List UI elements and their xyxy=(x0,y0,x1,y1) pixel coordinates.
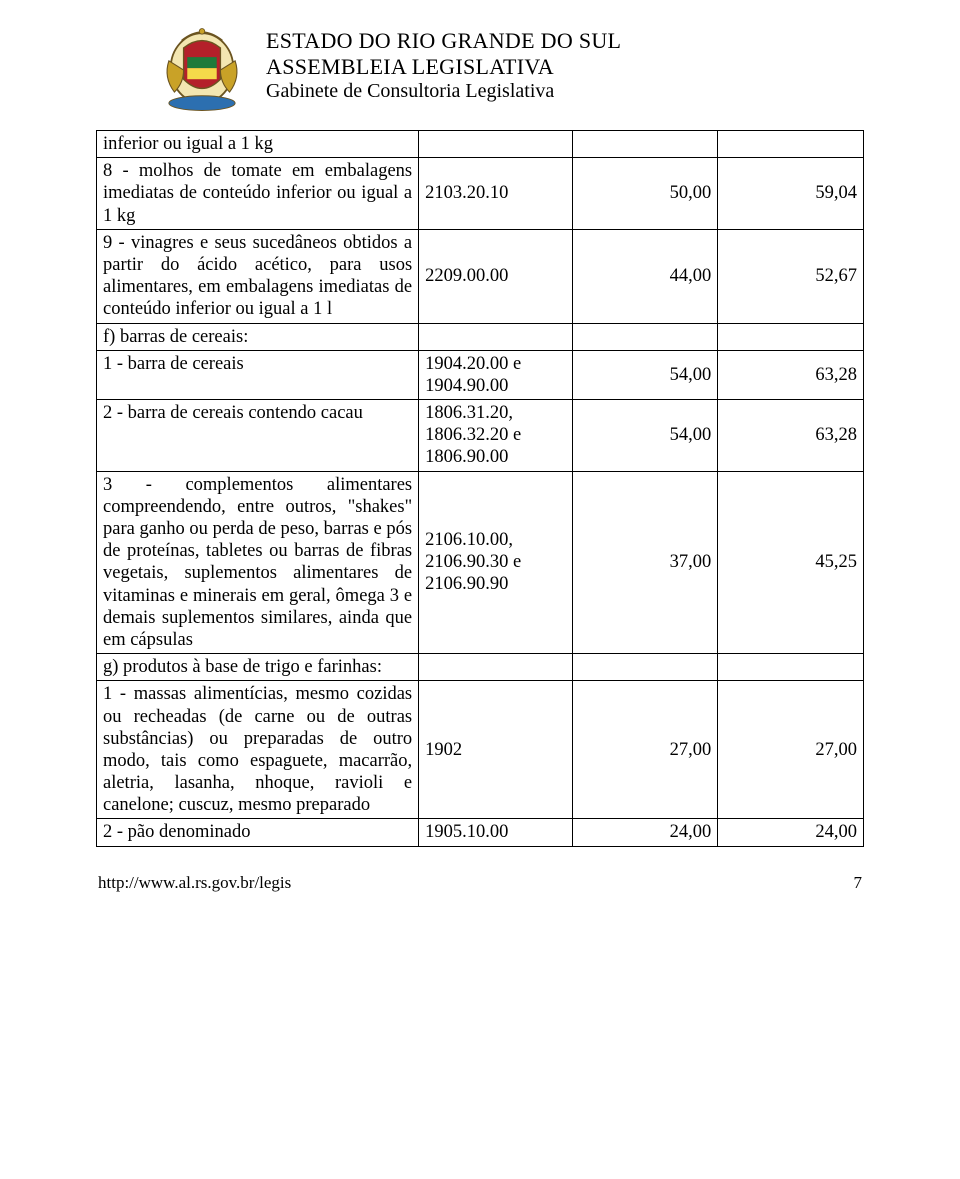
page-footer: http://www.al.rs.gov.br/legis 7 xyxy=(96,873,864,893)
cell-description: 2 - pão denominado xyxy=(97,819,419,846)
cell-value-1: 24,00 xyxy=(572,819,718,846)
cell-value-1: 54,00 xyxy=(572,400,718,472)
cell-code: 2103.20.10 xyxy=(419,158,572,230)
cell-description: g) produtos à base de trigo e farinhas: xyxy=(97,654,419,681)
cell-code xyxy=(419,323,572,350)
cell-value-1: 50,00 xyxy=(572,158,718,230)
cell-description: inferior ou igual a 1 kg xyxy=(97,131,419,158)
footer-url: http://www.al.rs.gov.br/legis xyxy=(98,873,291,893)
cell-value-1 xyxy=(572,654,718,681)
header-line-1: ESTADO DO RIO GRANDE DO SUL xyxy=(266,28,621,54)
table-row: 9 - vinagres e seus sucedâneos obtidos a… xyxy=(97,229,864,323)
cell-code xyxy=(419,131,572,158)
cell-description: 8 - molhos de tomate em embalagens imedi… xyxy=(97,158,419,230)
state-crest xyxy=(156,24,248,116)
cell-description: f) barras de cereais: xyxy=(97,323,419,350)
cell-value-2: 24,00 xyxy=(718,819,864,846)
cell-value-1 xyxy=(572,323,718,350)
table-row: 2 - barra de cereais contendo cacau1806.… xyxy=(97,400,864,472)
cell-value-1: 44,00 xyxy=(572,229,718,323)
cell-value-1: 54,00 xyxy=(572,350,718,399)
cell-value-2: 27,00 xyxy=(718,681,864,819)
cell-value-2 xyxy=(718,654,864,681)
cell-value-2: 63,28 xyxy=(718,400,864,472)
tariff-table: inferior ou igual a 1 kg8 - molhos de to… xyxy=(96,130,864,847)
cell-value-1: 27,00 xyxy=(572,681,718,819)
table-row: 3 - complementos alimentares compreenden… xyxy=(97,471,864,654)
table-row: 8 - molhos de tomate em embalagens imedi… xyxy=(97,158,864,230)
cell-value-2 xyxy=(718,323,864,350)
cell-code: 2106.10.00, 2106.90.30 e 2106.90.90 xyxy=(419,471,572,654)
cell-description: 3 - complementos alimentares compreenden… xyxy=(97,471,419,654)
cell-description: 1 - massas alimentícias, mesmo cozidas o… xyxy=(97,681,419,819)
table-row: f) barras de cereais: xyxy=(97,323,864,350)
cell-value-2: 45,25 xyxy=(718,471,864,654)
header-line-2: ASSEMBLEIA LEGISLATIVA xyxy=(266,54,621,80)
footer-page-number: 7 xyxy=(854,873,863,893)
cell-description: 2 - barra de cereais contendo cacau xyxy=(97,400,419,472)
cell-value-1 xyxy=(572,131,718,158)
cell-description: 1 - barra de cereais xyxy=(97,350,419,399)
cell-code: 1905.10.00 xyxy=(419,819,572,846)
cell-value-2: 63,28 xyxy=(718,350,864,399)
cell-value-1: 37,00 xyxy=(572,471,718,654)
header-line-3: Gabinete de Consultoria Legislativa xyxy=(266,80,621,103)
cell-value-2: 52,67 xyxy=(718,229,864,323)
cell-code: 1902 xyxy=(419,681,572,819)
cell-code: 1904.20.00 e 1904.90.00 xyxy=(419,350,572,399)
table-row: 1 - barra de cereais1904.20.00 e 1904.90… xyxy=(97,350,864,399)
cell-value-2 xyxy=(718,131,864,158)
document-header: ESTADO DO RIO GRANDE DO SUL ASSEMBLEIA L… xyxy=(96,24,864,116)
cell-code: 2209.00.00 xyxy=(419,229,572,323)
table-row: 1 - massas alimentícias, mesmo cozidas o… xyxy=(97,681,864,819)
header-text-block: ESTADO DO RIO GRANDE DO SUL ASSEMBLEIA L… xyxy=(266,24,621,103)
table-row: g) produtos à base de trigo e farinhas: xyxy=(97,654,864,681)
cell-description: 9 - vinagres e seus sucedâneos obtidos a… xyxy=(97,229,419,323)
cell-code: 1806.31.20, 1806.32.20 e 1806.90.00 xyxy=(419,400,572,472)
table-row: inferior ou igual a 1 kg xyxy=(97,131,864,158)
cell-value-2: 59,04 xyxy=(718,158,864,230)
cell-code xyxy=(419,654,572,681)
table-row: 2 - pão denominado1905.10.0024,0024,00 xyxy=(97,819,864,846)
